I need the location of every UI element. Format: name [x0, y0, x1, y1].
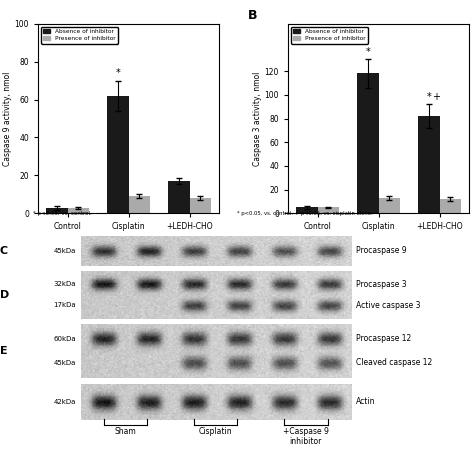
Text: +Caspase 9
inhibitor: +Caspase 9 inhibitor [283, 427, 328, 447]
Bar [46, 208, 67, 213]
Bar [190, 198, 211, 213]
Text: +: + [432, 92, 440, 102]
Text: Cleaved caspase 12: Cleaved caspase 12 [356, 358, 432, 367]
Text: C: C [0, 246, 8, 256]
Text: 45kDa: 45kDa [54, 248, 76, 254]
Text: Active caspase 3: Active caspase 3 [356, 301, 420, 310]
Text: E: E [0, 346, 8, 356]
Text: Actin: Actin [356, 397, 375, 406]
Text: 45kDa: 45kDa [54, 360, 76, 365]
Text: Procaspase 9: Procaspase 9 [356, 246, 406, 255]
Text: 17kDa: 17kDa [53, 302, 76, 308]
Bar [440, 199, 461, 213]
Legend: Absence of inhibitor, Presence of inhibitor: Absence of inhibitor, Presence of inhibi… [291, 27, 368, 44]
Bar [357, 73, 379, 213]
Bar [318, 207, 339, 213]
Text: Sham: Sham [115, 427, 137, 436]
Text: *: * [427, 92, 431, 102]
Text: *: * [365, 47, 370, 57]
Bar [168, 181, 190, 213]
Bar [107, 96, 128, 213]
Bar [379, 198, 400, 213]
Text: 42kDa: 42kDa [54, 399, 76, 405]
Text: Procaspase 3: Procaspase 3 [356, 280, 406, 289]
Bar [419, 116, 440, 213]
Text: Procaspase 12: Procaspase 12 [356, 334, 411, 343]
Y-axis label: Caspase 3 activity, nmol: Caspase 3 activity, nmol [253, 71, 262, 166]
Legend: Absence of inhibitor, Presence of inhibitor: Absence of inhibitor, Presence of inhibi… [41, 27, 118, 44]
Y-axis label: Caspase 9 activity, nmol: Caspase 9 activity, nmol [3, 71, 12, 166]
Text: 60kDa: 60kDa [53, 336, 76, 342]
Text: Cisplatin: Cisplatin [199, 427, 232, 436]
Bar [128, 196, 150, 213]
Text: * p<0.05, vs. control. + p<0.05, vs. cisplatin alone.: * p<0.05, vs. control. + p<0.05, vs. cis… [237, 211, 373, 216]
Text: D: D [0, 290, 9, 300]
Text: B: B [248, 9, 258, 21]
Text: 32kDa: 32kDa [54, 281, 76, 287]
Bar [296, 207, 318, 213]
Text: * p<0.05, vs. control.: * p<0.05, vs. control. [33, 211, 92, 216]
Bar [67, 208, 89, 213]
Text: *: * [116, 68, 120, 78]
